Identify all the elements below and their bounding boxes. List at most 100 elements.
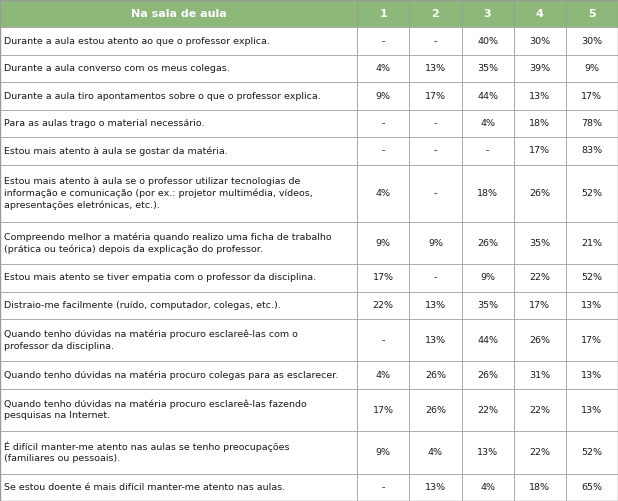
Bar	[0, 28, 357, 55]
Bar	[0, 473, 357, 501]
Bar	[514, 222, 566, 264]
Text: 52%: 52%	[582, 448, 603, 457]
Text: Durante a aula tiro apontamentos sobre o que o professor explica.: Durante a aula tiro apontamentos sobre o…	[4, 92, 321, 101]
Text: 4: 4	[536, 9, 544, 19]
Bar	[514, 110, 566, 137]
Text: 30%: 30%	[529, 37, 550, 46]
Text: 9%: 9%	[376, 238, 391, 247]
Bar	[357, 137, 409, 165]
Text: 18%: 18%	[477, 189, 498, 198]
Bar	[0, 431, 357, 473]
Bar	[0, 319, 357, 361]
Text: 13%: 13%	[425, 336, 446, 345]
Text: 26%: 26%	[477, 371, 498, 380]
Bar	[409, 389, 462, 431]
Text: 2: 2	[431, 9, 439, 19]
Bar	[357, 292, 409, 319]
Text: 17%: 17%	[529, 146, 550, 155]
Bar	[514, 292, 566, 319]
Bar	[462, 55, 514, 82]
Text: 4%: 4%	[376, 64, 391, 73]
Text: -: -	[434, 189, 437, 198]
Bar	[514, 137, 566, 165]
Text: 4%: 4%	[480, 119, 495, 128]
Bar	[462, 264, 514, 292]
Text: 22%: 22%	[529, 406, 550, 414]
Bar	[514, 55, 566, 82]
Text: Estou mais atento se tiver empatia com o professor da disciplina.: Estou mais atento se tiver empatia com o…	[4, 274, 316, 283]
Bar	[462, 431, 514, 473]
Bar	[566, 361, 618, 389]
Text: 9%: 9%	[376, 448, 391, 457]
Text: 65%: 65%	[582, 483, 603, 492]
Bar	[357, 264, 409, 292]
Text: 22%: 22%	[529, 274, 550, 283]
Text: Distraio-me facilmente (ruído, computador, colegas, etc.).: Distraio-me facilmente (ruído, computado…	[4, 301, 281, 310]
Bar	[409, 319, 462, 361]
Bar	[409, 28, 462, 55]
Text: É difícil manter-me atento nas aulas se tenho preocupações
(familiares ou pessoa: É difícil manter-me atento nas aulas se …	[4, 441, 289, 463]
Bar	[357, 473, 409, 501]
Text: Durante a aula converso com os meus colegas.: Durante a aula converso com os meus cole…	[4, 64, 229, 73]
Bar	[0, 361, 357, 389]
Bar	[409, 165, 462, 222]
Text: 4%: 4%	[480, 483, 495, 492]
Text: 17%: 17%	[373, 406, 394, 414]
Bar	[357, 55, 409, 82]
Bar	[357, 431, 409, 473]
Bar	[462, 82, 514, 110]
Bar	[357, 110, 409, 137]
Bar	[0, 0, 357, 28]
Text: 26%: 26%	[425, 371, 446, 380]
Text: 9%: 9%	[585, 64, 599, 73]
Bar	[0, 137, 357, 165]
Bar	[566, 110, 618, 137]
Text: 35%: 35%	[477, 64, 498, 73]
Bar	[566, 222, 618, 264]
Bar	[409, 473, 462, 501]
Text: 35%: 35%	[529, 238, 550, 247]
Text: 17%: 17%	[582, 92, 603, 101]
Text: 5: 5	[588, 9, 596, 19]
Text: Durante a aula estou atento ao que o professor explica.: Durante a aula estou atento ao que o pro…	[4, 37, 269, 46]
Text: 18%: 18%	[529, 119, 550, 128]
Bar	[409, 55, 462, 82]
Bar	[514, 0, 566, 28]
Bar	[409, 431, 462, 473]
Bar	[514, 28, 566, 55]
Text: 4%: 4%	[376, 189, 391, 198]
Text: 52%: 52%	[582, 189, 603, 198]
Bar	[462, 28, 514, 55]
Bar	[514, 82, 566, 110]
Text: 22%: 22%	[373, 301, 394, 310]
Text: -: -	[381, 483, 385, 492]
Bar	[462, 473, 514, 501]
Text: 22%: 22%	[529, 448, 550, 457]
Text: 40%: 40%	[477, 37, 498, 46]
Text: Quando tenho dúvidas na matéria procuro esclareê-las fazendo
pesquisas na Intern: Quando tenho dúvidas na matéria procuro …	[4, 400, 307, 420]
Text: 44%: 44%	[477, 92, 498, 101]
Text: 35%: 35%	[477, 301, 498, 310]
Bar	[566, 431, 618, 473]
Bar	[462, 110, 514, 137]
Bar	[0, 222, 357, 264]
Text: 17%: 17%	[373, 274, 394, 283]
Text: -: -	[434, 119, 437, 128]
Text: 17%: 17%	[529, 301, 550, 310]
Bar	[566, 137, 618, 165]
Text: 13%: 13%	[477, 448, 498, 457]
Bar	[462, 165, 514, 222]
Text: -: -	[381, 37, 385, 46]
Bar	[514, 319, 566, 361]
Text: 44%: 44%	[477, 336, 498, 345]
Text: 4%: 4%	[428, 448, 443, 457]
Bar	[0, 110, 357, 137]
Text: 13%: 13%	[582, 406, 603, 414]
Text: Se estou doente é mais difícil manter-me atento nas aulas.: Se estou doente é mais difícil manter-me…	[4, 483, 285, 492]
Bar	[0, 389, 357, 431]
Bar	[514, 431, 566, 473]
Text: -: -	[434, 37, 437, 46]
Text: 21%: 21%	[582, 238, 603, 247]
Bar	[409, 222, 462, 264]
Text: 26%: 26%	[425, 406, 446, 414]
